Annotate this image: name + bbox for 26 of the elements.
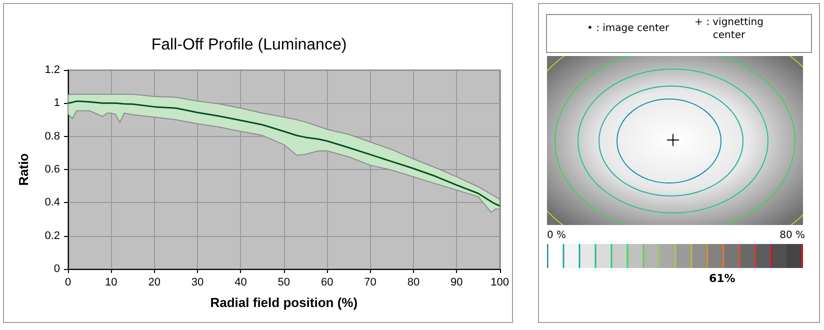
x-tick-label: 70	[364, 276, 376, 288]
x-tick-label: 40	[234, 276, 247, 288]
text: + : vignetting center	[694, 16, 764, 42]
y-tick-label: 0.6	[44, 164, 60, 176]
text: 61%	[709, 272, 736, 285]
y-tick-label: 1	[54, 97, 60, 110]
y-tick-label: 0.8	[44, 130, 60, 142]
x-tick-label: 30	[191, 276, 204, 288]
y-tick-label: 0.2	[44, 230, 60, 242]
x-tick-label: 90	[450, 276, 463, 288]
x-tick-label: 10	[105, 276, 118, 288]
x-tick-label: 60	[320, 276, 334, 288]
x-tick-label: 80	[407, 276, 420, 288]
x-tick-label: 100	[490, 276, 510, 288]
y-axis-title: Ratio	[16, 153, 31, 186]
y-tick-label: 1.2	[44, 64, 60, 76]
x-tick-label: 50	[278, 276, 290, 288]
chart-title: Fall-Off Profile (Luminance)	[151, 36, 347, 54]
x-tick-label: 0	[64, 276, 72, 288]
text: 0 %	[547, 230, 566, 241]
text: 80 %	[780, 230, 805, 241]
y-tick-label: 0.4	[44, 196, 60, 209]
y-tick-label: 0	[54, 263, 60, 275]
text: • : image center	[587, 23, 670, 34]
x-axis-title: Radial field position (%)	[210, 295, 358, 310]
x-tick-label: 20	[148, 276, 160, 288]
